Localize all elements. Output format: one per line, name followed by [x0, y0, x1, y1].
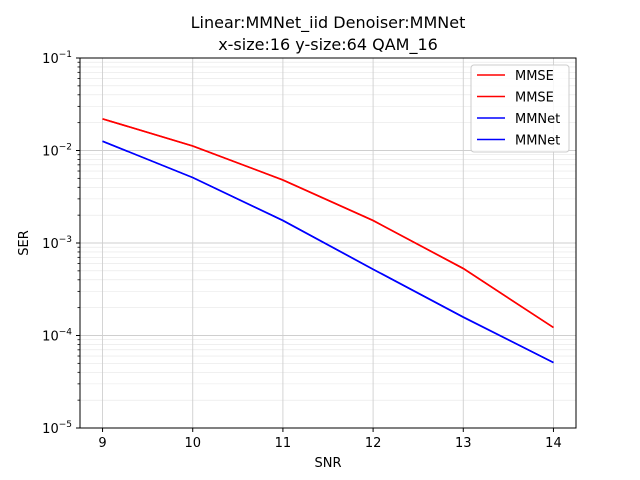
series-line-mmse-2: [102, 118, 554, 329]
grid-lines: [80, 57, 576, 429]
y-tick-label: 10−1: [42, 50, 72, 67]
x-axis-label: SNR: [314, 456, 341, 471]
y-tick-base: 10: [42, 330, 59, 345]
y-tick-label: 10−3: [42, 235, 72, 252]
y-axis-label: SER: [17, 230, 32, 256]
y-tick-base: 10: [42, 237, 59, 252]
x-tick-label: 14: [545, 436, 562, 451]
chart-title-line-1: Linear:MMNet_iid Denoiser:MMNet: [191, 13, 466, 33]
legend: MMSE MMSE MMNet MMNet: [470, 64, 570, 153]
x-tick-label: 13: [455, 436, 472, 451]
series-line-mmnet-4: [102, 140, 554, 364]
legend-label: MMNet: [515, 112, 560, 127]
x-tick-label: 11: [275, 436, 292, 451]
x-tick-label: 12: [365, 436, 382, 451]
y-tick-label: 10−4: [42, 328, 72, 345]
y-tick-exponent: −2: [59, 143, 72, 153]
legend-label: MMNet: [515, 134, 560, 149]
legend-label: MMSE: [515, 69, 554, 84]
x-axis-ticks: 9 10 11 12 13 14: [98, 428, 562, 451]
y-axis-ticks: 10−510−410−310−210−1: [42, 50, 80, 437]
series-lines: [102, 118, 554, 364]
y-tick-base: 10: [42, 145, 59, 160]
x-tick-label: 9: [98, 436, 106, 451]
y-tick-exponent: −3: [59, 235, 72, 245]
legend-box: [470, 64, 570, 153]
y-tick-label: 10−2: [42, 143, 72, 160]
y-tick-exponent: −4: [59, 328, 73, 338]
y-tick-exponent: −5: [59, 420, 72, 430]
y-tick-base: 10: [42, 52, 59, 67]
x-tick-label: 10: [184, 436, 201, 451]
y-tick-label: 10−5: [42, 420, 72, 437]
y-tick-exponent: −1: [59, 50, 72, 60]
legend-label: MMSE: [515, 91, 554, 106]
chart-title-line-2: x-size:16 y-size:64 QAM_16: [218, 35, 438, 55]
y-tick-base: 10: [42, 422, 59, 437]
